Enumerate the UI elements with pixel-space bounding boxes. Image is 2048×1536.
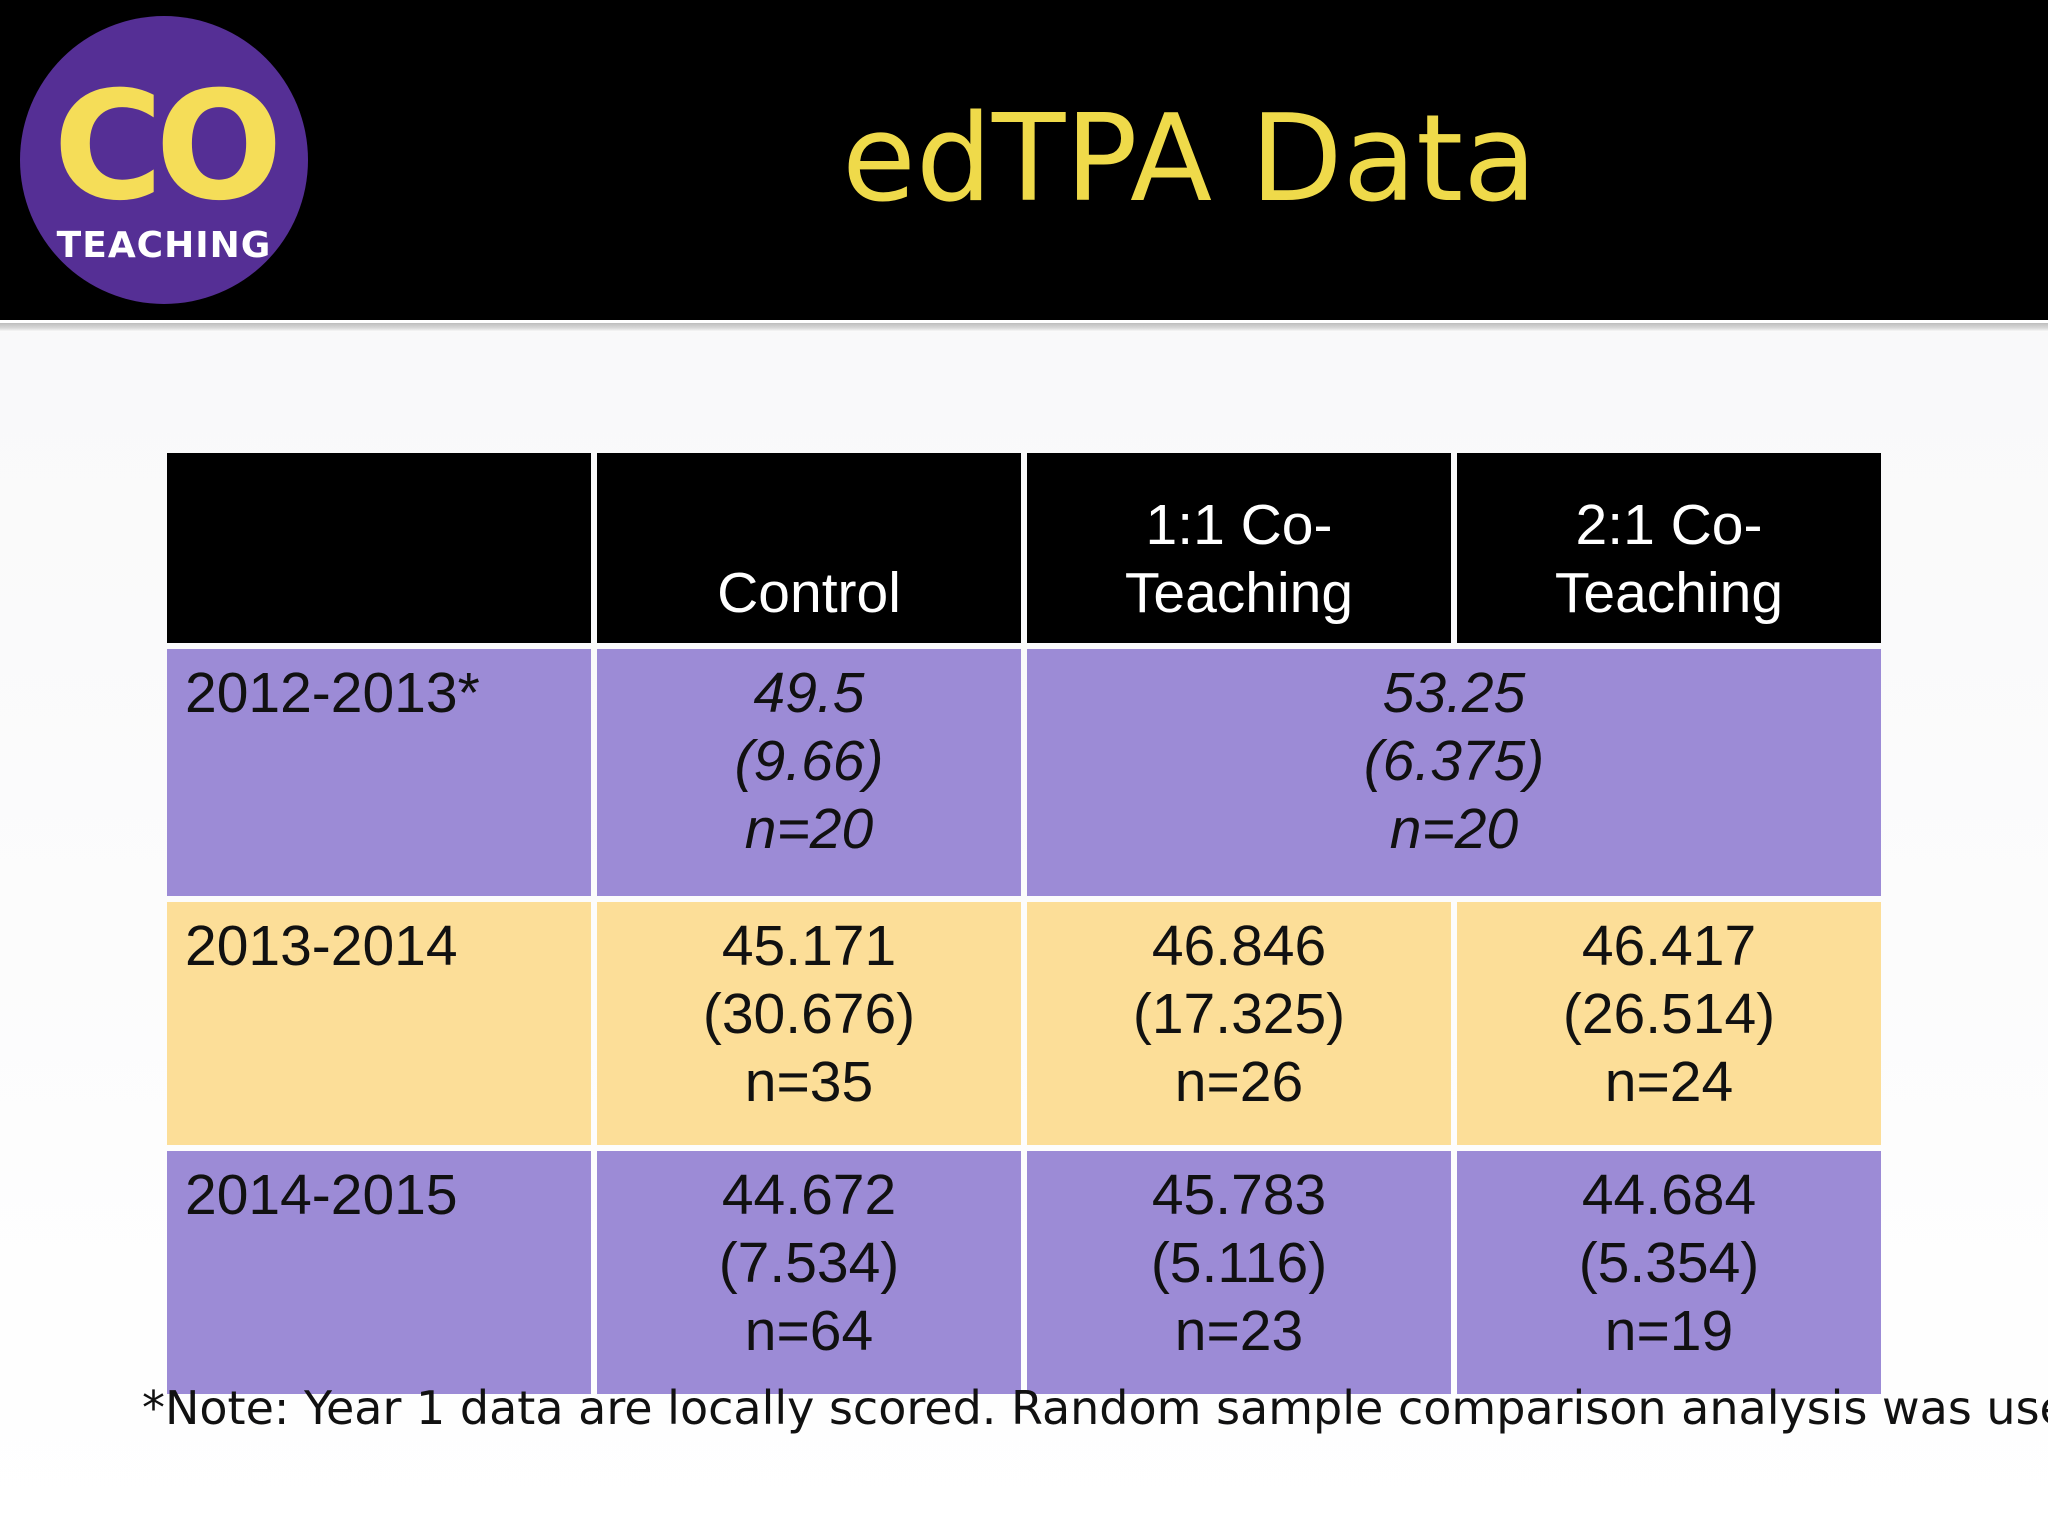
mean-value: 44.672 [721, 1163, 897, 1227]
value-cell-2-1-co-teaching: 46.417 (26.514) n=24 [1457, 902, 1881, 1145]
footnote: *Note: Year 1 data are locally scored. R… [142, 1381, 2048, 1435]
header-1-1-line-2: Teaching [1124, 561, 1354, 625]
edtpa-data-table: Control 1:1 Co- Teaching 2:1 Co- Teachin… [161, 447, 1887, 1400]
slide-title: edTPA Data [842, 90, 1537, 229]
value-cell-2-1-co-teaching: 44.684 (5.354) n=19 [1457, 1151, 1881, 1394]
header-cell-2-1-co-teaching: 2:1 Co- Teaching [1457, 453, 1881, 643]
mean-value: 49.5 [753, 661, 865, 725]
sd-value: (26.514) [1562, 982, 1776, 1046]
n-value: n=20 [744, 797, 874, 861]
mean-value: 53.25 [1382, 661, 1526, 725]
header-control-line: Control [717, 561, 901, 625]
header-cell-control: Control [597, 453, 1021, 643]
table-row-2013-2014: 2013-2014 45.171 (30.676) n=35 46.846 (1… [167, 902, 1881, 1145]
header-1-1-line-1: 1:1 Co- [1145, 493, 1333, 557]
header-bar: CO TEACHING edTPA Data [0, 0, 2048, 320]
header-cell-1-1-co-teaching: 1:1 Co- Teaching [1027, 453, 1451, 643]
table-row-2012-2013: 2012-2013* 49.5 (9.66) n=20 53.25 (6.375… [167, 649, 1881, 896]
year-cell: 2013-2014 [167, 902, 591, 1145]
sd-value: (5.116) [1150, 1231, 1328, 1295]
n-value: n=19 [1604, 1299, 1734, 1363]
n-value: n=26 [1174, 1050, 1304, 1114]
header-2-1-line-2: Teaching [1554, 561, 1784, 625]
sd-value: (7.534) [718, 1231, 900, 1295]
sd-value: (5.354) [1578, 1231, 1760, 1295]
n-value: n=64 [744, 1299, 874, 1363]
header-divider [0, 320, 2048, 332]
year-cell: 2012-2013* [167, 649, 591, 896]
sd-value: (17.325) [1132, 982, 1346, 1046]
value-cell-1-1-co-teaching: 46.846 (17.325) n=26 [1027, 902, 1451, 1145]
header-cell-empty [167, 453, 591, 643]
logo-main-text: CO [53, 60, 283, 234]
header-2-1-line-1: 2:1 Co- [1575, 493, 1763, 557]
sd-value: (30.676) [702, 982, 916, 1046]
logo-sub-text: TEACHING [56, 225, 272, 266]
value-cell-co-teaching-combined: 53.25 (6.375) n=20 [1027, 649, 1881, 896]
n-value: n=20 [1389, 797, 1519, 861]
mean-value: 45.783 [1151, 1163, 1327, 1227]
mean-value: 45.171 [721, 914, 897, 978]
year-cell: 2014-2015 [167, 1151, 591, 1394]
value-cell-1-1-co-teaching: 45.783 (5.116) n=23 [1027, 1151, 1451, 1394]
value-cell-control: 44.672 (7.534) n=64 [597, 1151, 1021, 1394]
n-value: n=35 [744, 1050, 874, 1114]
table-row-2014-2015: 2014-2015 44.672 (7.534) n=64 45.783 (5.… [167, 1151, 1881, 1394]
sd-value: (9.66) [734, 729, 884, 793]
n-value: n=24 [1604, 1050, 1734, 1114]
value-cell-control: 49.5 (9.66) n=20 [597, 649, 1021, 896]
table-header-row: Control 1:1 Co- Teaching 2:1 Co- Teachin… [167, 453, 1881, 643]
mean-value: 46.846 [1151, 914, 1327, 978]
mean-value: 44.684 [1581, 1163, 1757, 1227]
value-cell-control: 45.171 (30.676) n=35 [597, 902, 1021, 1145]
co-teaching-logo: CO TEACHING [20, 16, 308, 304]
mean-value: 46.417 [1581, 914, 1757, 978]
sd-value: (6.375) [1363, 729, 1545, 793]
n-value: n=23 [1174, 1299, 1304, 1363]
